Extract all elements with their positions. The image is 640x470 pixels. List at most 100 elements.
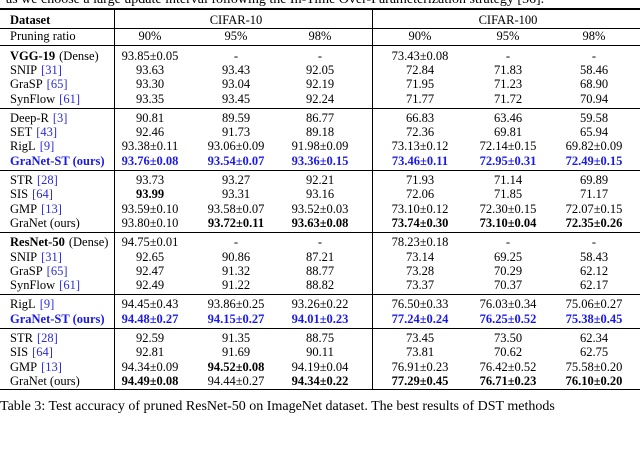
value-cell: 94.01±0.23 bbox=[291, 311, 349, 326]
value-cell: 72.95±0.31 bbox=[479, 153, 537, 168]
value-cell: - bbox=[233, 48, 239, 63]
method-name: SNIP bbox=[10, 62, 38, 77]
value-cell: 69.25 bbox=[493, 249, 523, 264]
value-cell: 63.46 bbox=[493, 110, 523, 125]
value-cell: - bbox=[505, 235, 511, 250]
dataset-header: CIFAR-10 bbox=[209, 13, 263, 27]
top-text: as we choose a large update interval fol… bbox=[6, 0, 544, 7]
value-cell: 93.76±0.08 bbox=[121, 153, 179, 168]
value-cell: 93.99 bbox=[135, 187, 165, 202]
value-cell: 68.90 bbox=[579, 77, 609, 92]
method-cell: RigL [9] bbox=[10, 297, 54, 311]
value-cell: 86.77 bbox=[305, 110, 335, 125]
value-cell: 62.75 bbox=[579, 345, 609, 360]
value-cell: 73.14 bbox=[405, 249, 435, 264]
value-cell: 92.05 bbox=[305, 62, 335, 77]
value-cell: 94.75±0.01 bbox=[121, 235, 179, 250]
method-cell: Deep-R [3] bbox=[10, 111, 67, 125]
value-cell: 70.29 bbox=[493, 263, 523, 278]
method-name: SynFlow bbox=[10, 91, 56, 106]
value-cell: 72.35±0.26 bbox=[565, 215, 623, 230]
dataset-label: Dataset bbox=[10, 13, 51, 27]
value-cell: 92.59 bbox=[135, 331, 165, 345]
method-name: GraNet (ours) bbox=[10, 373, 80, 388]
method-cell: STR [28] bbox=[10, 331, 58, 345]
method-name: GraSP bbox=[10, 77, 43, 92]
value-cell: 62.12 bbox=[579, 263, 609, 278]
value-cell: - bbox=[505, 48, 511, 63]
ratio-header: 90% bbox=[138, 29, 162, 44]
value-cell: 73.10±0.12 bbox=[391, 201, 449, 216]
value-cell: 92.24 bbox=[305, 91, 335, 106]
ratio-header: 95% bbox=[224, 29, 248, 44]
value-cell: 94.45±0.43 bbox=[121, 297, 179, 312]
value-cell: 93.30 bbox=[135, 77, 165, 92]
value-cell: - bbox=[233, 235, 239, 250]
rule bbox=[0, 231, 640, 234]
value-cell: 73.43±0.08 bbox=[391, 48, 449, 63]
value-cell: 88.75 bbox=[305, 331, 335, 345]
value-cell: 69.81 bbox=[493, 125, 523, 140]
value-cell: 93.35 bbox=[135, 91, 165, 106]
value-cell: 94.34±0.09 bbox=[121, 359, 179, 374]
column-rule bbox=[372, 10, 373, 390]
value-cell: 93.27 bbox=[221, 173, 251, 187]
value-cell: 89.59 bbox=[221, 110, 251, 125]
value-cell: 91.69 bbox=[221, 345, 251, 360]
method-name: SNIP bbox=[10, 249, 38, 264]
value-cell: 89.18 bbox=[305, 125, 335, 140]
citation: [31] bbox=[41, 62, 62, 77]
value-cell: 72.49±0.15 bbox=[565, 153, 623, 168]
value-cell: 73.37 bbox=[405, 278, 435, 293]
value-cell: 93.16 bbox=[305, 187, 335, 202]
value-cell: 71.23 bbox=[493, 77, 523, 92]
method-name: GraNet-ST (ours) bbox=[10, 311, 105, 326]
value-cell: 91.73 bbox=[221, 125, 251, 140]
column-rule bbox=[114, 10, 115, 390]
value-cell: 59.58 bbox=[579, 110, 609, 125]
method-cell: SNIP [31] bbox=[10, 63, 62, 77]
value-cell: 91.35 bbox=[221, 331, 251, 345]
value-cell: 75.06±0.27 bbox=[565, 297, 623, 312]
value-cell: 92.65 bbox=[135, 249, 165, 264]
value-cell: 73.81 bbox=[405, 345, 435, 360]
method-cell: GraSP [65] bbox=[10, 77, 67, 91]
value-cell: 93.86±0.25 bbox=[207, 297, 265, 312]
method-cell: VGG-19 (Dense) bbox=[10, 49, 99, 63]
value-cell: - bbox=[317, 48, 323, 63]
value-cell: 93.58±0.07 bbox=[207, 201, 265, 216]
value-cell: 93.06±0.09 bbox=[207, 139, 265, 154]
value-cell: 93.80±0.10 bbox=[121, 215, 179, 230]
method-name: GMP bbox=[10, 201, 38, 216]
value-cell: 76.42±0.52 bbox=[479, 359, 537, 374]
value-cell: 58.43 bbox=[579, 249, 609, 264]
value-cell: 93.45 bbox=[221, 91, 251, 106]
value-cell: 88.77 bbox=[305, 263, 335, 278]
value-cell: 75.58±0.20 bbox=[565, 359, 623, 374]
method-note: (Dense) bbox=[59, 48, 99, 63]
method-name: SIS bbox=[10, 345, 29, 360]
value-cell: - bbox=[317, 235, 323, 250]
value-cell: 92.49 bbox=[135, 278, 165, 293]
value-cell: 93.36±0.15 bbox=[291, 153, 349, 168]
value-cell: 73.13±0.12 bbox=[391, 139, 449, 154]
citation: [28] bbox=[36, 331, 58, 345]
value-cell: 70.37 bbox=[493, 278, 523, 293]
value-cell: 73.46±0.11 bbox=[391, 153, 449, 168]
value-cell: 71.14 bbox=[493, 173, 523, 187]
value-cell: 65.94 bbox=[579, 125, 609, 140]
value-cell: 72.30±0.15 bbox=[479, 201, 537, 216]
value-cell: 71.17 bbox=[579, 187, 609, 202]
value-cell: 71.93 bbox=[405, 173, 435, 187]
method-name: VGG-19 bbox=[10, 48, 56, 63]
method-cell: GMP [13] bbox=[10, 202, 62, 216]
method-cell: GraNet (ours) bbox=[10, 216, 80, 230]
method-name: RigL bbox=[10, 297, 36, 312]
value-cell: 93.59±0.10 bbox=[121, 201, 179, 216]
value-cell: 94.15±0.27 bbox=[207, 311, 265, 326]
value-cell: 58.46 bbox=[579, 62, 609, 77]
value-cell: 93.43 bbox=[221, 62, 251, 77]
citation: [9] bbox=[39, 297, 55, 312]
value-cell: 93.63 bbox=[135, 62, 165, 77]
rule bbox=[0, 327, 640, 329]
